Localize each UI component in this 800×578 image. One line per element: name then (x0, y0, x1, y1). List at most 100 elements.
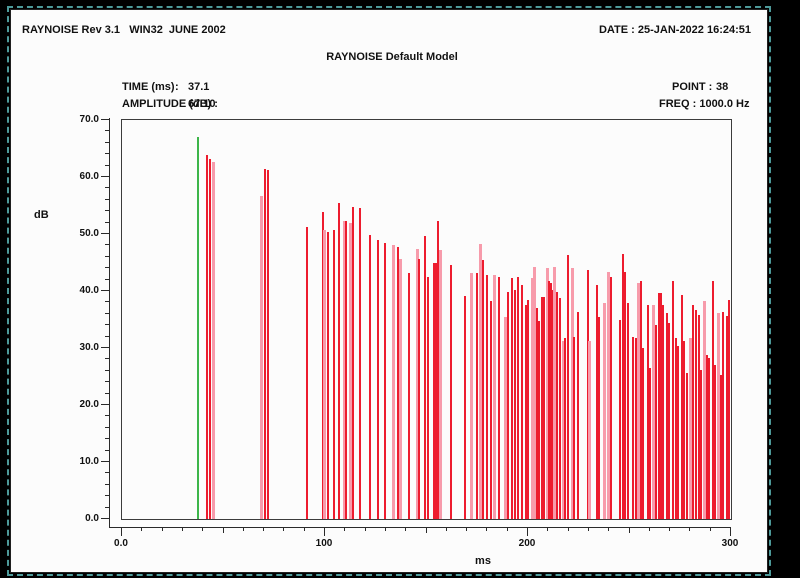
impulse-bar (343, 221, 347, 519)
y-major-tick (101, 404, 109, 405)
impulse-bar (327, 231, 330, 519)
impulse-bar (424, 236, 427, 519)
impulse-bar (352, 206, 355, 519)
impulse-bar (683, 341, 686, 519)
impulse-bar (384, 243, 387, 519)
y-minor-tick (105, 312, 109, 314)
y-tick-label: 40.0 (79, 285, 99, 296)
x-minor-tick (425, 527, 427, 533)
impulse-bar (595, 284, 598, 519)
point-readout-label: POINT : (672, 81, 713, 93)
cursor-line[interactable] (197, 136, 200, 519)
impulse-bar (504, 316, 508, 519)
impulse-bar (345, 220, 348, 519)
echogram-plot-area[interactable] (121, 119, 732, 520)
x-tick-label: 100 (315, 538, 333, 549)
y-minor-tick (105, 267, 109, 269)
x-minor-tick (222, 527, 224, 533)
x-major-tick (730, 527, 731, 536)
impulse-bar (397, 246, 400, 519)
impulse-bar (671, 281, 674, 519)
impulse-bar (661, 304, 664, 519)
impulse-bar (333, 230, 336, 519)
x-minor-tick (608, 527, 610, 531)
impulse-bar (637, 283, 641, 519)
y-major-tick (101, 119, 109, 120)
x-minor-tick (141, 527, 143, 531)
y-minor-tick (105, 438, 109, 440)
impulse-bar (392, 244, 396, 519)
y-axis (109, 118, 110, 528)
impulse-bar (702, 301, 706, 519)
impulse-bar (700, 369, 703, 519)
impulse-bar (677, 346, 680, 519)
impulse-bar (259, 195, 263, 519)
impulse-bar (708, 358, 711, 519)
impulse-bar (588, 341, 592, 519)
x-minor-tick (466, 527, 468, 531)
x-axis (109, 527, 731, 528)
impulse-bar (659, 293, 662, 519)
time-readout-value: 37.1 (188, 81, 210, 93)
x-minor-tick (445, 527, 447, 531)
x-minor-tick (547, 527, 549, 531)
impulse-bar (376, 240, 379, 519)
impulse-bar (533, 266, 537, 519)
impulse-bar (535, 308, 538, 519)
impulse-bar (337, 203, 340, 519)
impulse-bar (426, 276, 429, 519)
y-tick-label: 30.0 (79, 342, 99, 353)
impulse-bar (507, 291, 510, 519)
impulse-bar (493, 275, 497, 519)
impulse-bar (598, 316, 601, 519)
impulse-bar (530, 278, 534, 519)
impulse-bar (646, 304, 649, 519)
impulse-bar (573, 336, 576, 519)
y-minor-tick (105, 153, 109, 155)
impulse-bar (266, 170, 269, 519)
y-tick-label: 70.0 (79, 114, 99, 125)
y-minor-tick (105, 495, 109, 497)
impulse-bar (553, 266, 557, 519)
impulse-bar (714, 364, 717, 519)
time-readout-label: TIME (ms) (122, 81, 175, 93)
impulse-bar (665, 313, 668, 519)
impulse-bar (692, 304, 695, 519)
impulse-bar (479, 243, 483, 519)
x-minor-tick (689, 527, 691, 531)
impulse-bar (561, 341, 565, 519)
impulse-bar (481, 260, 484, 519)
impulse-bar (685, 373, 688, 519)
y-major-tick (101, 347, 109, 348)
x-minor-tick (587, 527, 589, 531)
impulse-bar (688, 338, 692, 519)
impulse-bar (680, 295, 683, 519)
y-major-tick (101, 518, 109, 519)
x-minor-tick (181, 527, 183, 531)
impulse-bar (450, 264, 453, 519)
date-header: DATE : 25-JAN-2022 16:24:51 (598, 24, 751, 36)
y-minor-tick (105, 426, 109, 428)
y-minor-tick (105, 324, 109, 326)
impulse-bar (711, 281, 714, 519)
impulse-bar (527, 300, 530, 519)
x-tick-label: 300 (721, 538, 739, 549)
x-minor-tick (364, 527, 366, 531)
impulse-bar (559, 298, 562, 519)
x-minor-tick (648, 527, 650, 531)
y-tick-label: 50.0 (79, 228, 99, 239)
impulse-bar (610, 276, 612, 519)
impulse-bar (490, 301, 493, 519)
y-axis-title: dB (34, 209, 49, 221)
impulse-bar (415, 249, 419, 519)
y-tick-label: 0.0 (85, 513, 99, 524)
impulse-bar (211, 162, 215, 519)
impulse-bar (576, 311, 579, 519)
y-minor-tick (105, 164, 109, 166)
impulse-bar (208, 158, 211, 519)
y-minor-tick (105, 472, 109, 474)
x-minor-tick (567, 527, 569, 531)
x-minor-tick (405, 527, 407, 531)
impulse-bars-layer (122, 120, 731, 519)
impulse-bar (437, 221, 440, 519)
